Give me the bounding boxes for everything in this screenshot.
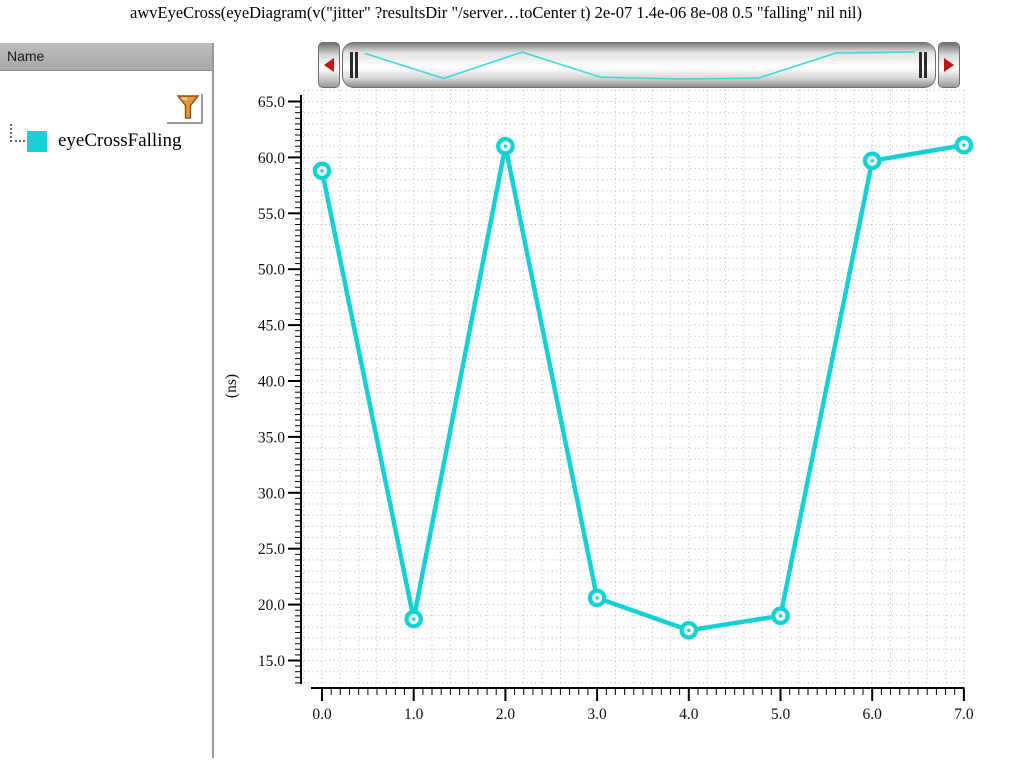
zoom-grip-left[interactable]	[350, 52, 359, 78]
y-tick-label: 50.0	[258, 262, 285, 279]
x-tick-label: 3.0	[587, 706, 607, 723]
y-tick-label: 25.0	[258, 541, 285, 558]
filter-button[interactable]	[175, 93, 201, 121]
preview-series-line	[364, 51, 916, 80]
x-tick-label: 2.0	[496, 706, 516, 723]
filter-funnel-icon	[176, 95, 200, 119]
x-tick-label: 5.0	[771, 706, 791, 723]
trace-color-swatch	[27, 130, 47, 152]
data-point-center	[870, 159, 874, 163]
y-tick-label: 60.0	[258, 150, 285, 167]
data-point-center	[962, 143, 966, 147]
y-tick-label: 30.0	[258, 485, 285, 502]
y-tick-label: 20.0	[258, 597, 285, 614]
y-tick-label: 65.0	[258, 94, 285, 111]
y-tick-label: 35.0	[258, 429, 285, 446]
y-tick-label: 45.0	[258, 318, 285, 335]
tree-branch-line	[10, 124, 25, 142]
zoom-grip-right[interactable]	[919, 52, 928, 78]
data-point-center	[595, 596, 599, 600]
data-point-center	[778, 614, 783, 618]
data-point-center	[412, 617, 416, 621]
axes	[288, 95, 965, 701]
panel-divider[interactable]	[212, 43, 214, 758]
y-tick-label: 40.0	[258, 374, 285, 391]
scrollbar-track[interactable]	[342, 42, 936, 88]
x-tick-label: 4.0	[679, 706, 699, 723]
trace-list-item[interactable]: eyeCrossFalling	[25, 128, 182, 154]
series-line	[319, 142, 967, 633]
scroll-right-button[interactable]	[938, 42, 960, 88]
scroll-left-button[interactable]	[318, 42, 340, 88]
x-tick-label: 0.0	[312, 706, 332, 723]
x-tick-label: 7.0	[954, 706, 974, 723]
y-tick-label: 15.0	[258, 653, 285, 670]
scroll-right-icon	[944, 58, 954, 72]
x-tick-label: 1.0	[404, 706, 424, 723]
x-tick-label: 6.0	[863, 706, 883, 723]
trace-name-label: eyeCrossFalling	[58, 130, 182, 151]
expression-title: awvEyeCross(eyeDiagram(v("jitter" ?resul…	[130, 3, 862, 22]
name-column-header[interactable]: Name	[0, 43, 213, 71]
data-point-center	[687, 628, 691, 632]
data-point-center	[503, 144, 508, 148]
horizontal-zoom-scrollbar[interactable]	[318, 42, 960, 88]
y-axis-unit-label: (ns)	[223, 374, 240, 398]
scrollbar-waveform-preview	[364, 51, 916, 80]
filter-corner-frame	[167, 94, 203, 124]
grid	[303, 89, 968, 684]
data-point-center	[320, 169, 324, 173]
y-tick-label: 55.0	[258, 206, 285, 223]
scroll-left-icon	[324, 58, 334, 72]
